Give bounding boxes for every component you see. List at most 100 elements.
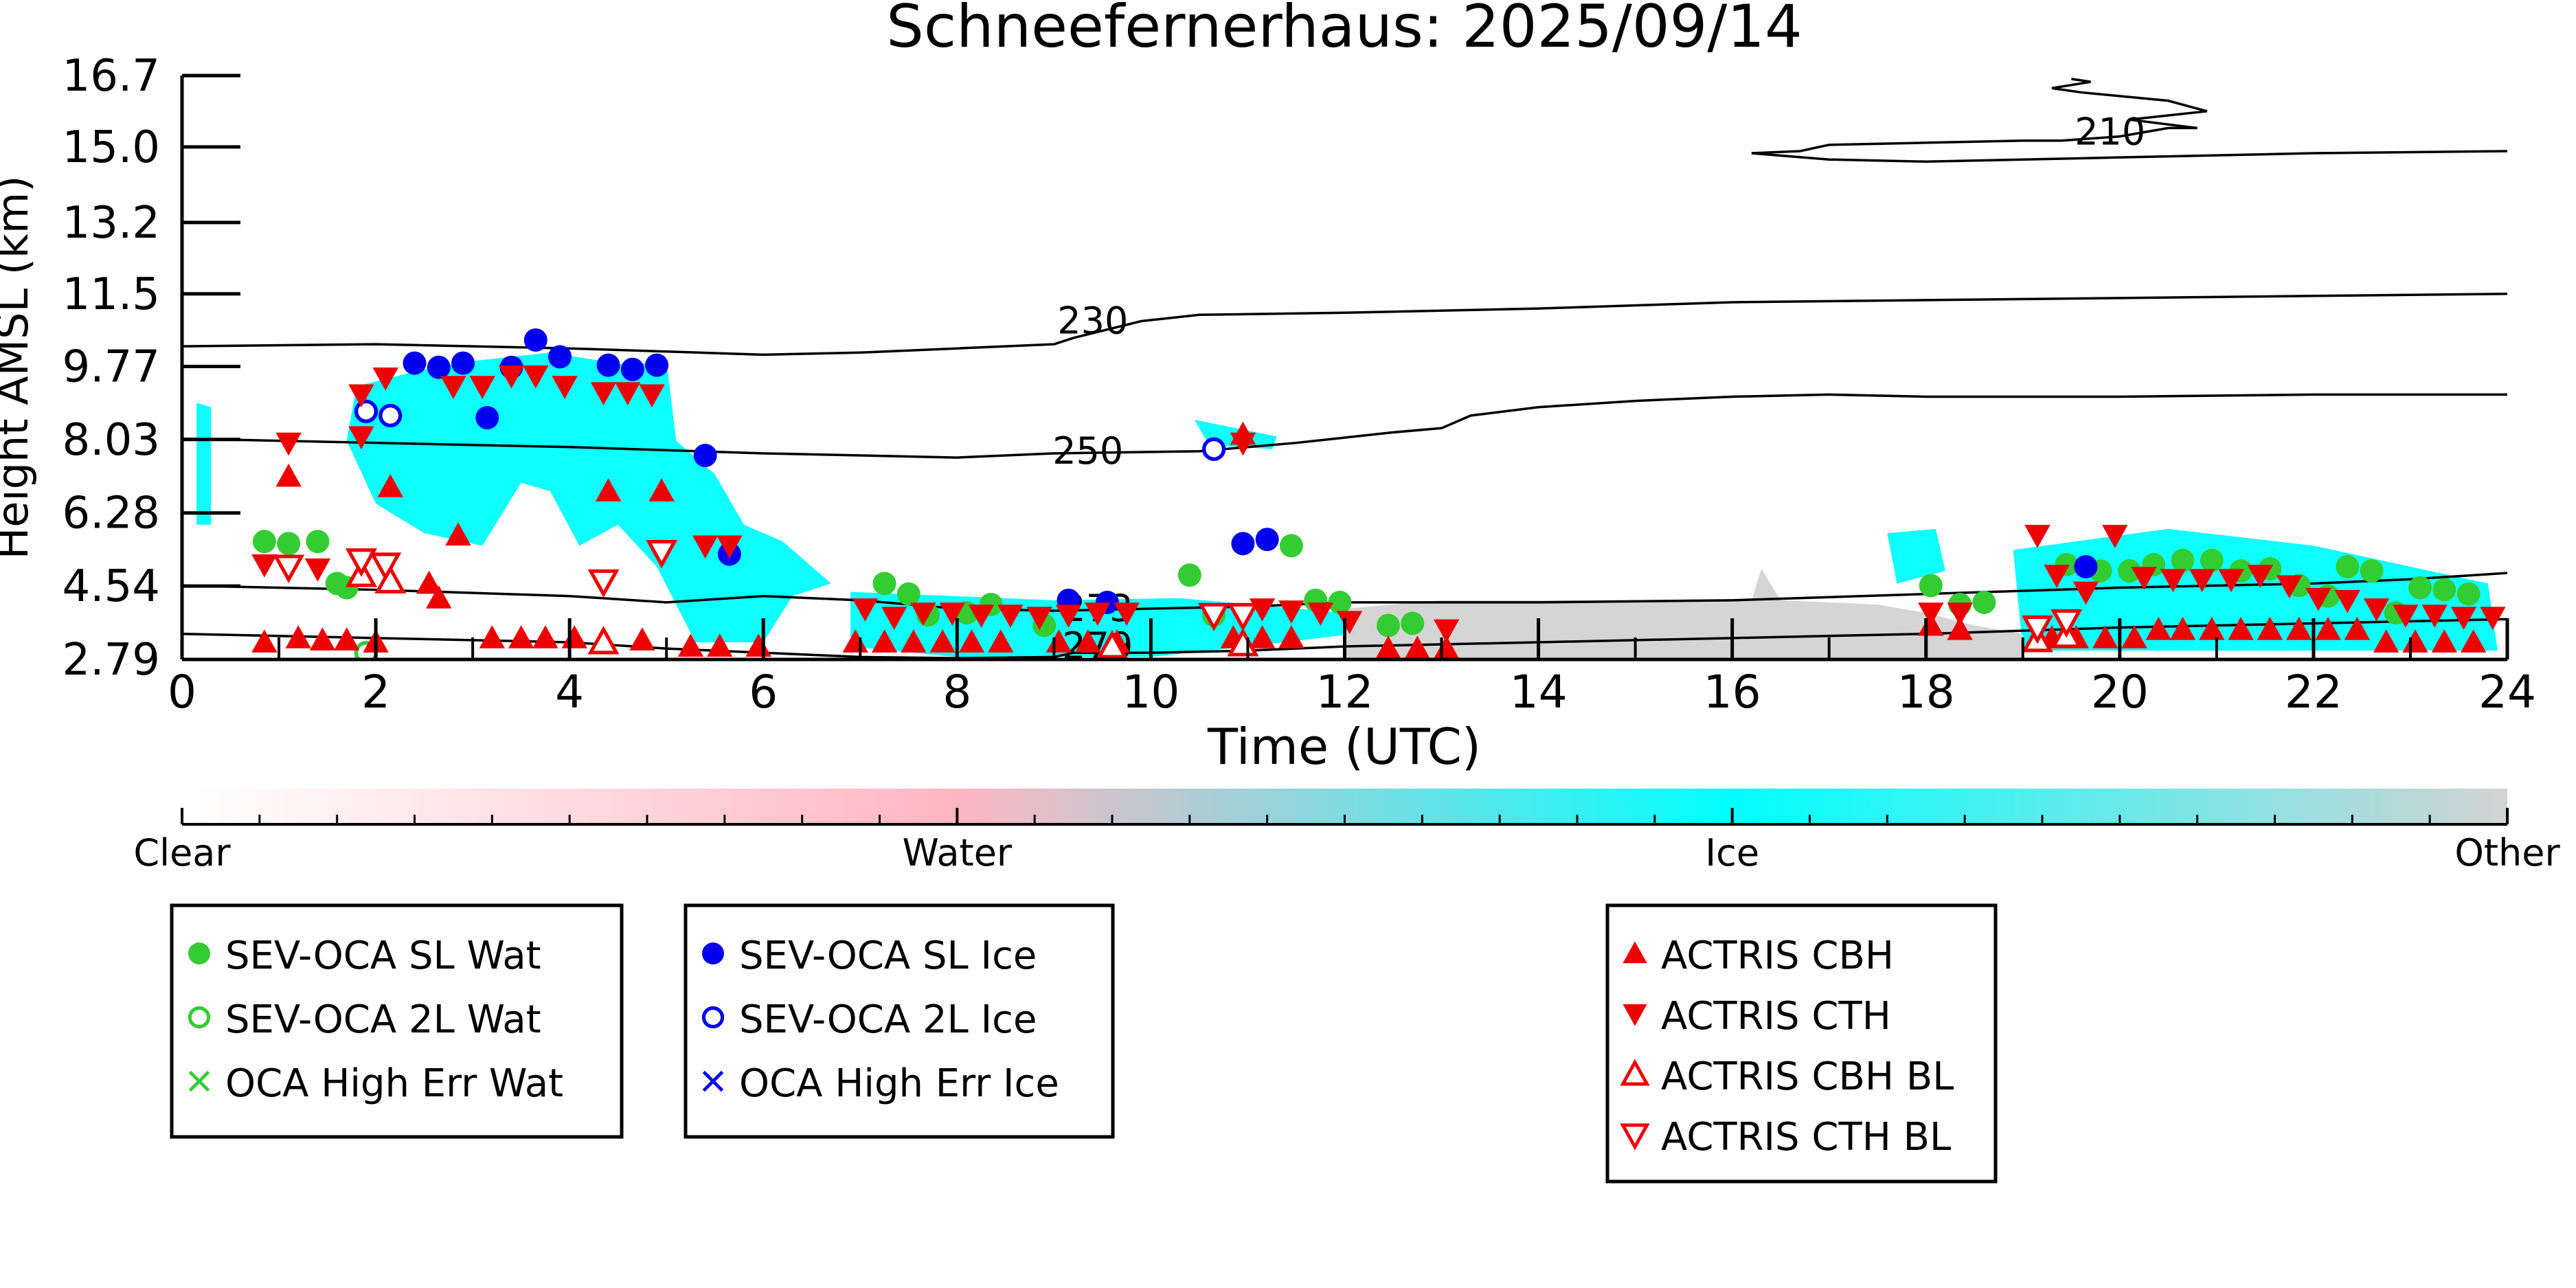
marker-actris-cbh <box>532 625 558 648</box>
legend-marker-sev-oca-sl-wat <box>188 942 210 964</box>
x-tick-label: 2 <box>361 666 390 719</box>
marker-actris-cth <box>1055 605 1082 628</box>
y-tick-label: 2.79 <box>63 635 161 686</box>
marker-sev-oca-sl-wat <box>2200 548 2224 572</box>
marker-actris-cbh-bl <box>587 625 620 655</box>
marker-actris-cth <box>304 558 331 582</box>
marker-actris-cbh <box>508 625 534 648</box>
cloud-region-ice <box>196 403 212 525</box>
marker-actris-cth-bl <box>1198 602 1230 632</box>
legend-box: SEV-OCA SL Ice SEV-OCA 2L Ice OCA High Err… <box>683 903 1115 1139</box>
marker-actris-cth <box>590 382 617 406</box>
cloud-height-markers <box>251 328 2506 659</box>
colorbar-label: Other <box>2454 831 2560 874</box>
marker-actris-cbh <box>2145 616 2171 640</box>
marker-actris-cth-bl <box>345 548 377 577</box>
marker-actris-cbh <box>334 627 360 651</box>
marker-actris-cbh <box>648 478 675 501</box>
marker-actris-cth <box>692 535 719 559</box>
marker-actris-cbh <box>445 522 471 546</box>
marker-actris-cbh <box>2257 616 2283 640</box>
marker-actris-cth <box>2072 581 2099 605</box>
contour-line <box>182 572 2507 612</box>
chart-title: Schneefernerhaus: 2025/09/14 <box>886 0 1803 61</box>
x-tick-label: 14 <box>1510 666 1568 719</box>
legend-frame <box>683 903 1115 1139</box>
marker-actris-cth <box>1085 602 1111 626</box>
marker-actris-cbh <box>677 633 704 657</box>
marker-sev-oca-sl-wat <box>277 532 301 556</box>
marker-sev-oca-sl-wat <box>1177 563 1201 587</box>
y-tick-label: 8.03 <box>63 415 161 466</box>
colorbar-label: Clear <box>133 831 231 874</box>
x-tick-label: 6 <box>749 666 778 719</box>
marker-actris-cbh <box>901 629 927 653</box>
legend-marker-oca-high-err-ice <box>702 1070 724 1092</box>
marker-actris-cth <box>1230 432 1256 456</box>
marker-actris-cth <box>2421 605 2448 628</box>
colorbar-ticks: Clear Water Ice Other <box>133 808 2560 874</box>
marker-actris-cbh-bl <box>374 565 407 594</box>
marker-sev-oca-sl-wat <box>2408 576 2432 600</box>
marker-actris-cbh <box>1947 616 1973 640</box>
legend-label-sev-oca-sl-ice: SEV-OCA SL Ice <box>739 934 1037 978</box>
marker-actris-cth <box>469 376 495 399</box>
marker-sev-oca-2l-ice <box>379 403 403 428</box>
marker-actris-cth <box>1307 602 1333 626</box>
marker-sev-oca-sl-ice <box>645 353 669 377</box>
marker-actris-cth <box>2450 607 2477 630</box>
marker-actris-cth <box>1947 602 1973 626</box>
legend-marker-actris-cth-bl <box>1620 1123 1650 1151</box>
marker-actris-cbh <box>1375 635 1401 659</box>
colorbar-label: Water <box>903 831 1013 874</box>
marker-actris-cth-bl <box>587 569 620 598</box>
marker-sev-oca-2l-ice <box>354 399 379 424</box>
marker-actris-cth <box>1433 619 1460 643</box>
legend-box: SEV-OCA SL Wat SEV-OCA 2L Wat OCA High Err… <box>170 903 624 1139</box>
marker-sev-oca-sl-wat <box>1401 611 1425 635</box>
marker-actris-cth <box>997 605 1024 628</box>
marker-actris-cbh-bl <box>1227 628 1259 657</box>
marker-sev-oca-sl-wat <box>252 530 276 554</box>
marker-actris-cbh <box>871 629 898 653</box>
legend-label-oca-high-err-ice: OCA High Err Ice <box>739 1061 1059 1106</box>
marker-actris-cbh <box>2286 616 2312 640</box>
contour-label: 250 <box>1052 429 1123 473</box>
legend-label-actris-cbh-bl: ACTRIS CBH BL <box>1661 1054 1954 1099</box>
marker-actris-cth <box>348 384 374 408</box>
marker-actris-cth <box>348 426 374 450</box>
marker-actris-cth <box>251 554 278 578</box>
marker-actris-cbh <box>2228 616 2254 640</box>
marker-sev-oca-sl-ice <box>1231 532 1255 556</box>
marker-actris-cth <box>968 605 995 628</box>
legend-marker-actris-cth <box>1623 1004 1647 1026</box>
marker-actris-cbh <box>2344 616 2371 640</box>
marker-actris-cth <box>1114 602 1140 626</box>
marker-sev-oca-2l-ice <box>1201 437 1226 462</box>
marker-actris-cbh <box>1404 635 1430 659</box>
legend-label-oca-high-err-wat: OCA High Err Wat <box>225 1061 563 1106</box>
marker-actris-cth-bl <box>2021 615 2053 644</box>
x-axis-label: Time (UTC) <box>1207 718 1481 776</box>
legend-frame <box>1605 903 1998 1184</box>
legend-frame <box>170 903 624 1139</box>
x-tick-label: 24 <box>2478 666 2536 719</box>
marker-actris-cth <box>2363 598 2390 622</box>
marker-actris-cbh <box>629 627 655 651</box>
marker-actris-cbh <box>416 570 442 594</box>
marker-actris-cbh <box>1046 629 1072 653</box>
marker-sev-oca-sl-ice <box>451 351 475 375</box>
legend-label-actris-cth-bl: ACTRIS CTH BL <box>1661 1115 1951 1160</box>
marker-sev-oca-sl-wat <box>2171 548 2195 572</box>
marker-actris-cth <box>2480 607 2506 630</box>
marker-sev-oca-sl-wat <box>896 582 920 606</box>
marker-actris-cbh <box>929 629 956 653</box>
x-tick-label: 10 <box>1122 666 1179 719</box>
marker-actris-cbh <box>2431 629 2458 653</box>
marker-actris-cth <box>2393 605 2419 628</box>
legend-marker-actris-cbh <box>1623 941 1647 964</box>
marker-actris-cth <box>2102 525 2128 548</box>
colorbar-label: Ice <box>1705 831 1759 874</box>
marker-actris-cbh <box>479 625 506 648</box>
contour-line <box>182 393 2507 459</box>
